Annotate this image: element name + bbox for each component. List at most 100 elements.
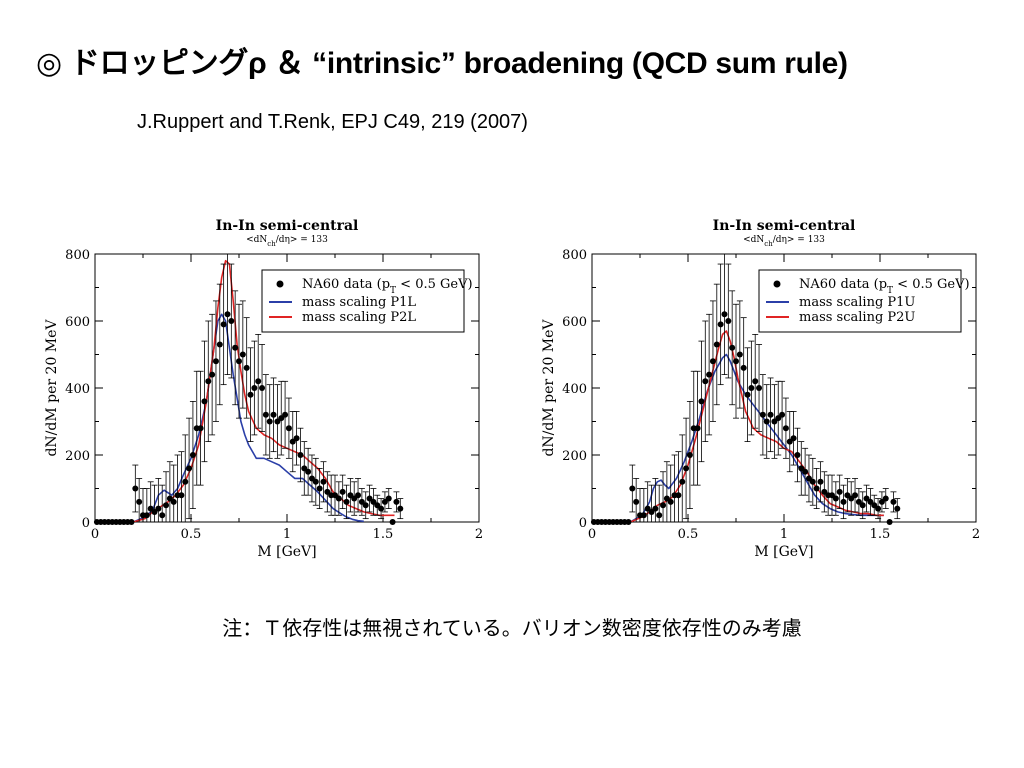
data-point [706,371,713,378]
data-point [232,344,239,351]
data-point [255,378,262,385]
data-point [779,411,786,418]
data-point [389,519,396,525]
data-point [702,378,709,385]
y-tick-label: 800 [65,248,90,263]
data-point [698,398,705,405]
legend-label-series-1: mass scaling P1L [302,295,416,310]
data-point [725,318,732,324]
data-point [763,418,770,425]
data-point [782,425,789,432]
data-point [189,452,196,458]
data-point [748,385,755,391]
data-point [339,488,346,495]
data-point [239,351,246,358]
data-point [709,358,716,365]
data-point [729,344,736,351]
x-axis-label: M [GeV] [257,544,316,560]
x-tick-label: 0 [91,527,99,542]
data-point [282,411,289,418]
data-point [343,498,350,505]
data-point [320,478,327,485]
x-tick-label: 1.5 [870,527,891,542]
y-tick-label: 400 [65,382,90,397]
chart-subtitle: <dNch/dη> = 133 [246,235,328,248]
x-tick-label: 0.5 [678,527,699,542]
data-point [683,465,690,472]
data-point [243,364,250,371]
data-point [212,358,219,365]
legend-box [261,269,465,333]
x-tick-label: 1 [780,527,788,542]
data-point [752,378,759,385]
data-point [220,321,227,328]
data-point [393,498,400,505]
data-point [882,495,889,502]
data-point [397,505,404,512]
chart-left: In-In semi-central<dNch/dη> = 133 0 0.5 1 1.… [44,218,483,560]
x-tick-label: 0 [588,527,596,542]
slide-title: ◎ ドロッピングρ ＆ “intrinsic” broadening (QCD … [36,47,848,80]
data-point [355,492,362,499]
data-point [759,411,766,418]
data-point [633,498,640,505]
data-point [312,478,319,485]
chart-right: In-In semi-central<dNch/dη> = 133 0 0.5 1 1.… [541,218,980,560]
legend-label-series-2: mass scaling P2U [799,310,915,325]
x-tick-label: 1 [283,527,291,542]
data-point [721,311,728,318]
data-point [886,519,893,525]
data-point [790,435,797,442]
series-line-2 [630,330,884,522]
data-point [836,488,843,495]
x-tick-label: 0.5 [181,527,202,542]
data-point [675,492,682,499]
data-point [686,452,693,458]
y-tick-label: 600 [65,315,90,330]
data-point [740,364,747,371]
data-point [182,478,189,485]
data-point [228,318,235,324]
legend-label-series-2: mass scaling P2L [302,310,416,325]
data-point [667,498,674,505]
data-point [170,498,177,505]
y-tick-label: 600 [562,315,587,330]
y-tick-label: 200 [562,449,587,464]
legend-label-series-1: mass scaling P1U [799,295,915,310]
chart-title: In-In semi-central [713,218,856,234]
data-point [640,512,647,519]
data-point [216,341,223,348]
data-point [136,498,143,505]
y-axis-label: dN/dM per 20 MeV [541,319,557,457]
data-point [186,465,193,472]
y-tick-label: 800 [562,248,587,263]
y-tick-label: 200 [65,449,90,464]
data-point [767,411,774,418]
reference-citation: J.Ruppert and T.Renk, EPJ C49, 219 (2007… [137,111,528,133]
data-point [794,452,801,458]
data-point [197,425,204,432]
data-point [251,385,258,391]
data-point [259,385,266,391]
data-point [756,385,763,391]
data-point [297,452,304,458]
data-point [378,505,385,512]
data-point [236,358,242,365]
data-point [894,505,901,512]
data-point [143,512,150,519]
data-point [802,468,809,475]
data-point [875,505,882,512]
data-point [362,502,369,509]
legend-label-data: NA60 data (pT < 0.5 GeV) [799,277,970,296]
data-point [209,371,216,378]
chart-title: In-In semi-central [216,218,359,234]
data-point [629,485,636,492]
data-point [128,519,135,525]
legend-label-data: NA60 data (pT < 0.5 GeV) [302,277,473,296]
y-tick-label: 0 [579,516,587,531]
y-tick-label: 400 [562,382,587,397]
data-point [744,391,751,398]
data-point [335,495,342,502]
y-tick-label: 0 [82,516,90,531]
data-point [656,512,663,519]
